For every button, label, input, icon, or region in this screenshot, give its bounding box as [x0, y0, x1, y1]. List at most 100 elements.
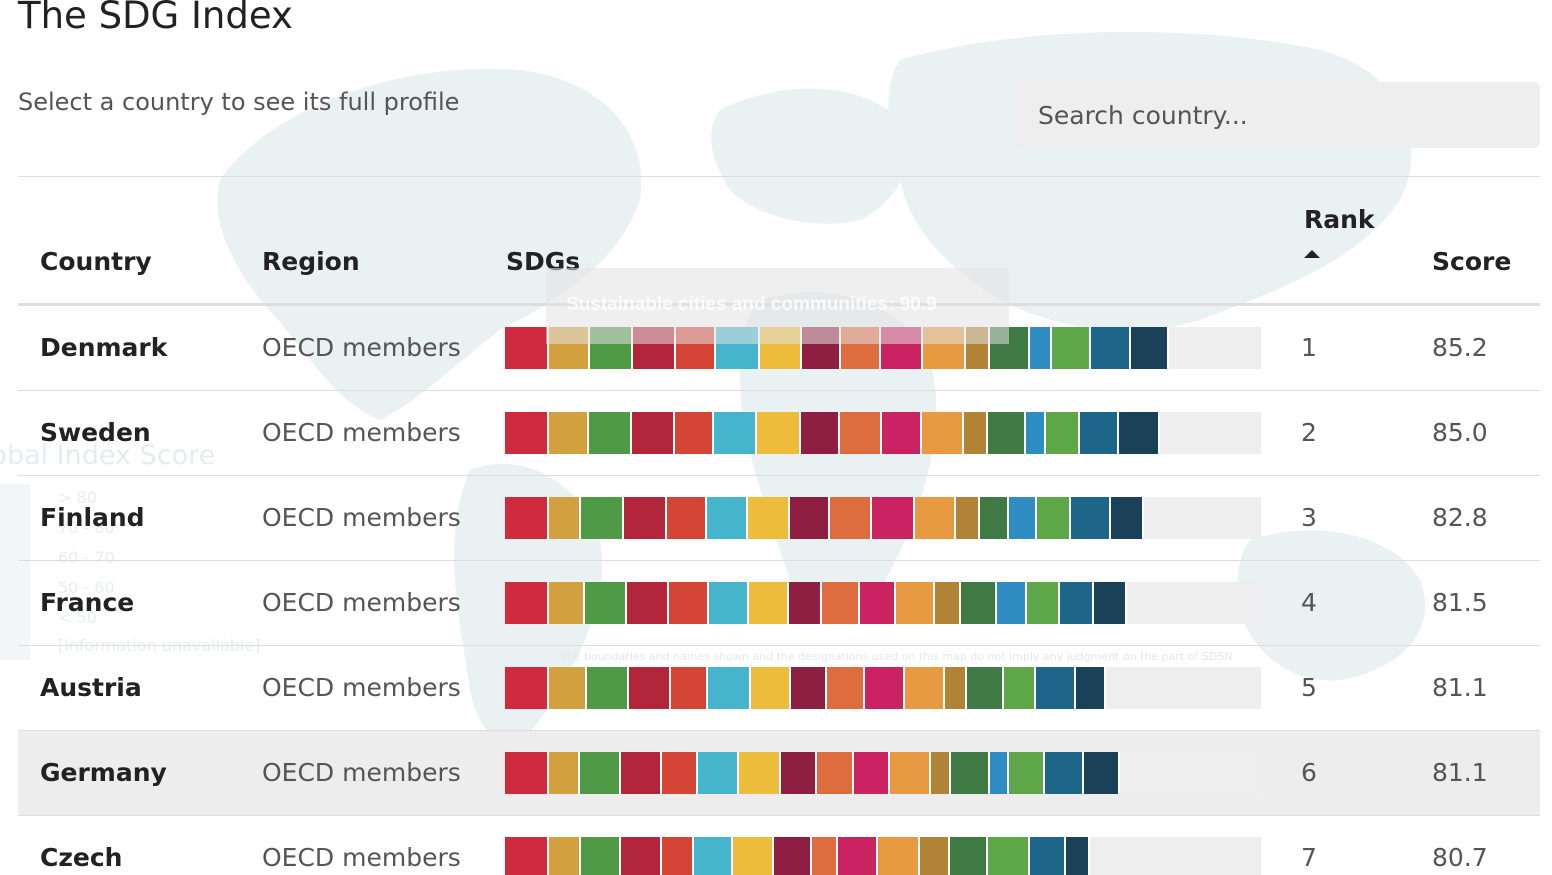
- column-header-region[interactable]: Region: [262, 247, 360, 276]
- sdg-segment-16[interactable]: [1071, 497, 1111, 539]
- sdg-segment-13[interactable]: [950, 837, 988, 875]
- sdg-segment-6[interactable]: [716, 327, 760, 369]
- sdg-segment-11[interactable]: [905, 667, 945, 709]
- sdg-segment-8[interactable]: [774, 837, 812, 875]
- sdg-segment-16[interactable]: [1030, 837, 1066, 875]
- sdg-segment-16[interactable]: [1045, 752, 1084, 794]
- sdg-segment-2[interactable]: [549, 667, 587, 709]
- sdg-segment-6[interactable]: [698, 752, 739, 794]
- sdg-segment-5[interactable]: [669, 582, 709, 624]
- sdg-segment-2[interactable]: [549, 412, 589, 454]
- sdg-segment-2[interactable]: [549, 752, 580, 794]
- sdg-segment-2[interactable]: [549, 837, 581, 875]
- country-name[interactable]: Germany: [40, 758, 167, 787]
- sdg-segment-14[interactable]: [1009, 497, 1037, 539]
- sdg-segment-7[interactable]: [739, 752, 781, 794]
- sdg-segment-7[interactable]: [748, 497, 790, 539]
- table-row[interactable]: Austria OECD members 5 81.1: [18, 646, 1540, 731]
- sdg-segment-1[interactable]: [505, 837, 549, 875]
- sdg-segment-10[interactable]: [882, 412, 922, 454]
- sdg-segment-6[interactable]: [694, 837, 733, 875]
- sdg-segment-17[interactable]: [1111, 497, 1144, 539]
- sdg-segment-11[interactable]: [878, 837, 920, 875]
- table-row[interactable]: Czech OECD members 7 80.7: [18, 816, 1540, 875]
- sdg-segment-16[interactable]: [1091, 327, 1131, 369]
- table-row[interactable]: Finland OECD members 3 82.8: [18, 476, 1540, 561]
- sdg-segment-2[interactable]: [549, 582, 585, 624]
- sdg-segment-5[interactable]: [667, 497, 707, 539]
- sdg-segment-4[interactable]: [632, 412, 675, 454]
- sdg-segment-11[interactable]: [915, 497, 956, 539]
- sdg-segment-9[interactable]: [812, 837, 838, 875]
- sdg-segment-16[interactable]: [1060, 582, 1094, 624]
- sdg-segment-1[interactable]: [505, 667, 549, 709]
- sdg-segment-3[interactable]: [590, 327, 633, 369]
- sdg-segment-7[interactable]: [760, 327, 802, 369]
- sdg-segment-8[interactable]: [790, 497, 830, 539]
- sdg-segment-6[interactable]: [709, 582, 749, 624]
- sdg-segment-3[interactable]: [581, 837, 621, 875]
- country-name[interactable]: Sweden: [40, 418, 151, 447]
- sdg-segment-6[interactable]: [708, 667, 751, 709]
- sdg-segment-16[interactable]: [1036, 667, 1076, 709]
- sdg-segment-5[interactable]: [675, 412, 714, 454]
- sdg-segment-13[interactable]: [967, 667, 1004, 709]
- sdg-segment-8[interactable]: [802, 327, 841, 369]
- sdg-segment-3[interactable]: [589, 412, 632, 454]
- sdg-segment-3[interactable]: [581, 497, 624, 539]
- sdg-segment-8[interactable]: [789, 582, 822, 624]
- sdg-segment-15[interactable]: [1037, 497, 1071, 539]
- table-row[interactable]: Sweden OECD members 2 85.0: [18, 391, 1540, 476]
- sdg-segment-17[interactable]: [1119, 412, 1160, 454]
- sdg-segment-4[interactable]: [621, 837, 662, 875]
- sdg-segment-12[interactable]: [935, 582, 961, 624]
- sdg-segment-5[interactable]: [662, 752, 698, 794]
- table-row[interactable]: France OECD members 4 81.5: [18, 561, 1540, 646]
- country-name[interactable]: France: [40, 588, 135, 617]
- sdg-segment-13[interactable]: [980, 497, 1009, 539]
- sdg-segment-13[interactable]: [951, 752, 990, 794]
- sdg-segment-12[interactable]: [966, 327, 990, 369]
- sdg-segment-9[interactable]: [840, 412, 882, 454]
- sdg-segment-10[interactable]: [865, 667, 905, 709]
- table-row[interactable]: Denmark OECD members 1 85.2: [18, 306, 1540, 391]
- sdg-segment-7[interactable]: [749, 582, 789, 624]
- sdg-segment-11[interactable]: [890, 752, 931, 794]
- sdg-segment-11[interactable]: [922, 412, 964, 454]
- sdg-segment-4[interactable]: [633, 327, 676, 369]
- sdg-segment-11[interactable]: [896, 582, 935, 624]
- sdg-segment-12[interactable]: [931, 752, 951, 794]
- sdg-segment-17[interactable]: [1076, 667, 1106, 709]
- sdg-segment-10[interactable]: [860, 582, 896, 624]
- sdg-segment-6[interactable]: [707, 497, 748, 539]
- country-name[interactable]: Finland: [40, 503, 145, 532]
- sdg-segment-15[interactable]: [1027, 582, 1060, 624]
- sdg-segment-2[interactable]: [549, 497, 581, 539]
- sdg-segment-8[interactable]: [791, 667, 827, 709]
- sdg-segment-7[interactable]: [751, 667, 791, 709]
- sdg-segment-10[interactable]: [854, 752, 890, 794]
- sdg-segment-14[interactable]: [997, 582, 1027, 624]
- sdg-segment-1[interactable]: [505, 752, 549, 794]
- sdg-segment-5[interactable]: [676, 327, 716, 369]
- sdg-segment-10[interactable]: [872, 497, 915, 539]
- sdg-segment-15[interactable]: [1046, 412, 1080, 454]
- sdg-segment-9[interactable]: [822, 582, 860, 624]
- sdg-segment-13[interactable]: [990, 327, 1030, 369]
- country-name[interactable]: Czech: [40, 843, 123, 872]
- sdg-segment-5[interactable]: [662, 837, 694, 875]
- sdg-segment-1[interactable]: [505, 412, 549, 454]
- sdg-segment-12[interactable]: [964, 412, 988, 454]
- sdg-segment-15[interactable]: [988, 837, 1030, 875]
- sdg-segment-5[interactable]: [671, 667, 708, 709]
- sdg-segment-14[interactable]: [1030, 327, 1052, 369]
- sdg-segment-7[interactable]: [733, 837, 774, 875]
- sdg-segment-8[interactable]: [781, 752, 817, 794]
- sdg-segment-17[interactable]: [1084, 752, 1120, 794]
- sdg-segment-17[interactable]: [1094, 582, 1127, 624]
- sdg-segment-7[interactable]: [757, 412, 801, 454]
- sdg-segment-3[interactable]: [587, 667, 629, 709]
- sdg-segment-6[interactable]: [714, 412, 757, 454]
- sdg-segment-1[interactable]: [505, 497, 549, 539]
- sdg-segment-9[interactable]: [817, 752, 854, 794]
